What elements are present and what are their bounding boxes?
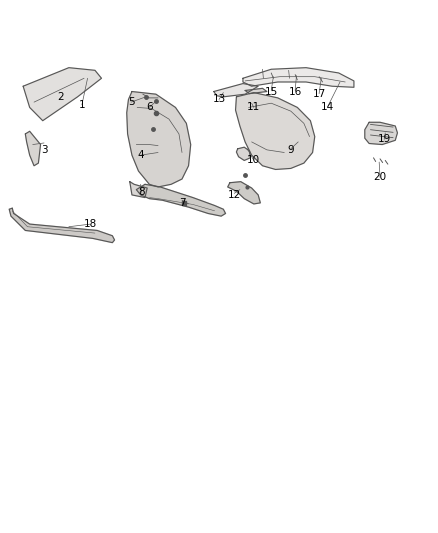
Text: 19: 19 bbox=[378, 134, 391, 144]
Text: 5: 5 bbox=[128, 97, 134, 107]
Text: 14: 14 bbox=[321, 102, 335, 112]
Polygon shape bbox=[25, 131, 41, 166]
Text: 3: 3 bbox=[42, 145, 48, 155]
Text: 15: 15 bbox=[265, 86, 278, 96]
Text: 20: 20 bbox=[374, 172, 387, 182]
Text: 4: 4 bbox=[138, 150, 144, 160]
Polygon shape bbox=[127, 92, 191, 187]
Text: 16: 16 bbox=[289, 86, 302, 96]
Text: 6: 6 bbox=[146, 102, 153, 112]
Polygon shape bbox=[365, 122, 397, 144]
Text: 8: 8 bbox=[138, 187, 145, 197]
Text: 18: 18 bbox=[84, 219, 97, 229]
Text: 2: 2 bbox=[57, 92, 64, 102]
Polygon shape bbox=[245, 88, 267, 94]
Text: 13: 13 bbox=[212, 94, 226, 104]
Polygon shape bbox=[9, 208, 115, 243]
Polygon shape bbox=[136, 184, 226, 216]
Polygon shape bbox=[243, 68, 354, 87]
Polygon shape bbox=[214, 84, 258, 97]
Polygon shape bbox=[130, 182, 147, 198]
Text: 1: 1 bbox=[78, 100, 85, 110]
Polygon shape bbox=[23, 68, 102, 120]
Polygon shape bbox=[237, 147, 251, 160]
Text: 11: 11 bbox=[247, 102, 261, 112]
Text: 9: 9 bbox=[287, 145, 294, 155]
Text: 10: 10 bbox=[247, 156, 260, 165]
Text: 7: 7 bbox=[179, 198, 185, 208]
Polygon shape bbox=[228, 182, 260, 204]
Text: 17: 17 bbox=[312, 89, 326, 99]
Polygon shape bbox=[236, 93, 315, 169]
Text: 12: 12 bbox=[228, 190, 241, 200]
